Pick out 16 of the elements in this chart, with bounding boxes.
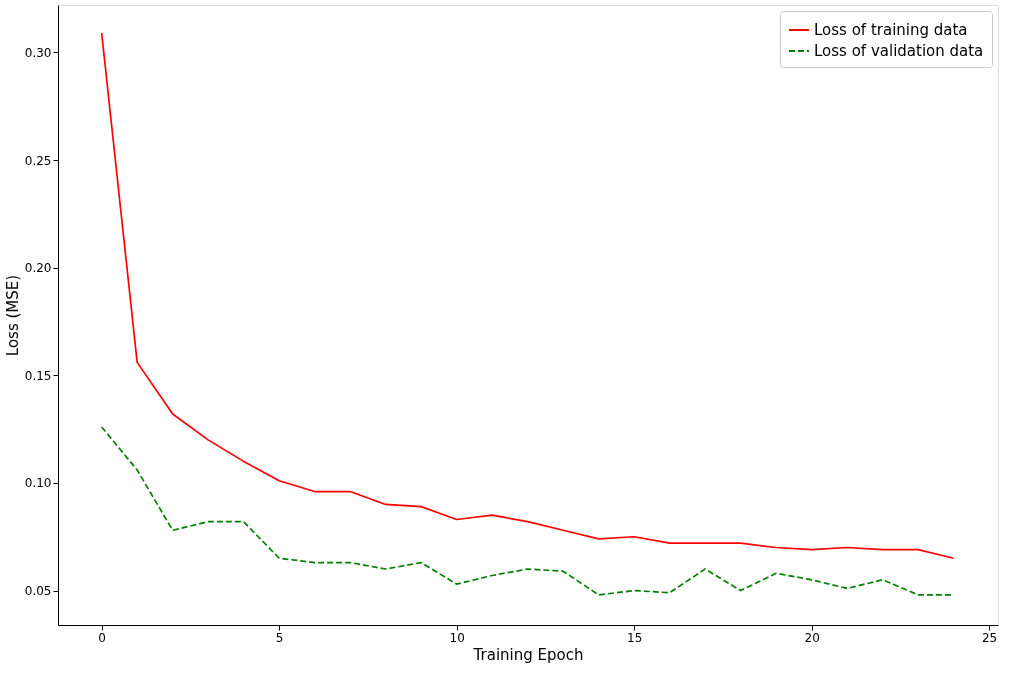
x-tick-label: 5 [275, 630, 284, 645]
y-axis-title: Loss (MSE) [3, 274, 22, 357]
x-tick-label: 25 [981, 630, 998, 645]
y-tick-label: 0.20 [24, 261, 52, 276]
y-tick-label: 0.25 [24, 153, 52, 168]
x-tick-label: 15 [627, 630, 643, 645]
legend-label: Loss of training data [814, 21, 968, 39]
x-axis-title: Training Epoch [472, 645, 584, 664]
y-tick-label: 0.05 [24, 584, 52, 599]
x-tick-label: 0 [98, 630, 106, 645]
y-tick-label: 0.10 [24, 476, 52, 491]
x-tick-label: 20 [804, 630, 820, 645]
y-tick-label: 0.15 [24, 368, 52, 383]
y-tick-label: 0.30 [24, 45, 52, 60]
x-tick-label: 10 [449, 630, 465, 645]
legend-label: Loss of validation data [814, 42, 984, 60]
